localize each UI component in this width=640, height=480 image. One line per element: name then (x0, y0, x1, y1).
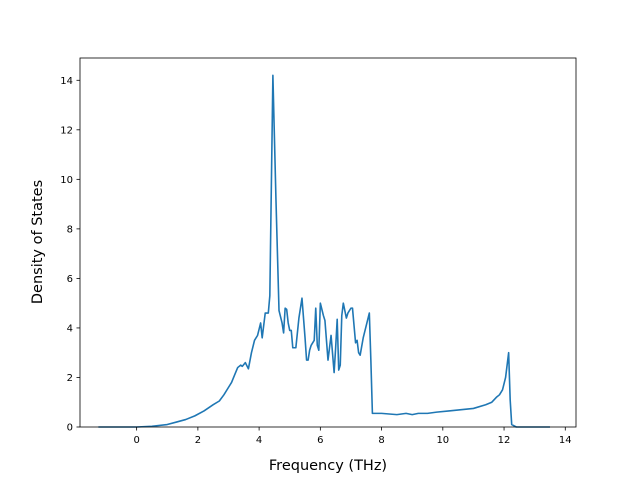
x-tick-label: 10 (436, 435, 449, 446)
y-tick-label: 8 (67, 224, 73, 235)
x-tick-label: 8 (378, 435, 384, 446)
x-tick-label: 14 (559, 435, 572, 446)
x-axis-label: Frequency (THz) (269, 458, 387, 474)
y-tick-label: 4 (67, 323, 73, 334)
dos-series-line (98, 74, 550, 428)
y-tick-label: 0 (67, 423, 73, 434)
y-tick-label: 14 (60, 76, 73, 87)
x-tick-label: 2 (195, 435, 201, 446)
y-tick-label: 12 (60, 125, 73, 136)
x-tick-label: 12 (498, 435, 511, 446)
plot-frame (79, 57, 577, 428)
x-tick-label: 6 (317, 435, 323, 446)
y-axis-label: Density of States (30, 180, 46, 304)
y-tick-label: 10 (60, 175, 73, 186)
y-tick-label: 2 (67, 373, 73, 384)
y-tick-label: 6 (67, 274, 73, 285)
x-tick-label: 4 (256, 435, 262, 446)
x-tick-label: 0 (133, 435, 139, 446)
